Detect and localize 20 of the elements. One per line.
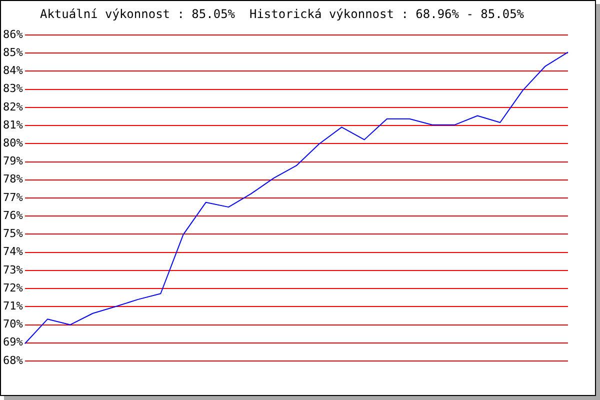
y-tick-label: 68%	[2, 354, 24, 367]
chart-title: Aktuální výkonnost : 85.05% Historická výkonnost : 68.96% - 85.05%	[40, 7, 525, 22]
y-tick-label: 83%	[2, 82, 24, 96]
y-tick-label: 75%	[2, 227, 24, 240]
y-tick-label: 84%	[2, 64, 24, 78]
y-tick-label: 80%	[2, 136, 24, 150]
y-tick-label: 70%	[2, 318, 24, 331]
y-tick-label: 72%	[2, 281, 24, 294]
y-tick-label: 71%	[2, 300, 24, 313]
y-tick-label: 73%	[2, 263, 24, 276]
y-tick-label: 79%	[2, 154, 24, 168]
y-tick-label: 76%	[2, 208, 24, 222]
y-tick-label: 78%	[2, 172, 24, 186]
y-tick-label: 74%	[2, 245, 24, 258]
y-tick-label: 81%	[2, 118, 24, 132]
y-tick-label: 69%	[2, 336, 24, 349]
y-tick-label: 77%	[2, 190, 24, 204]
y-tick-label: 85%	[2, 46, 24, 59]
y-tick-label: 86%	[2, 28, 24, 41]
y-tick-label: 82%	[2, 100, 24, 114]
